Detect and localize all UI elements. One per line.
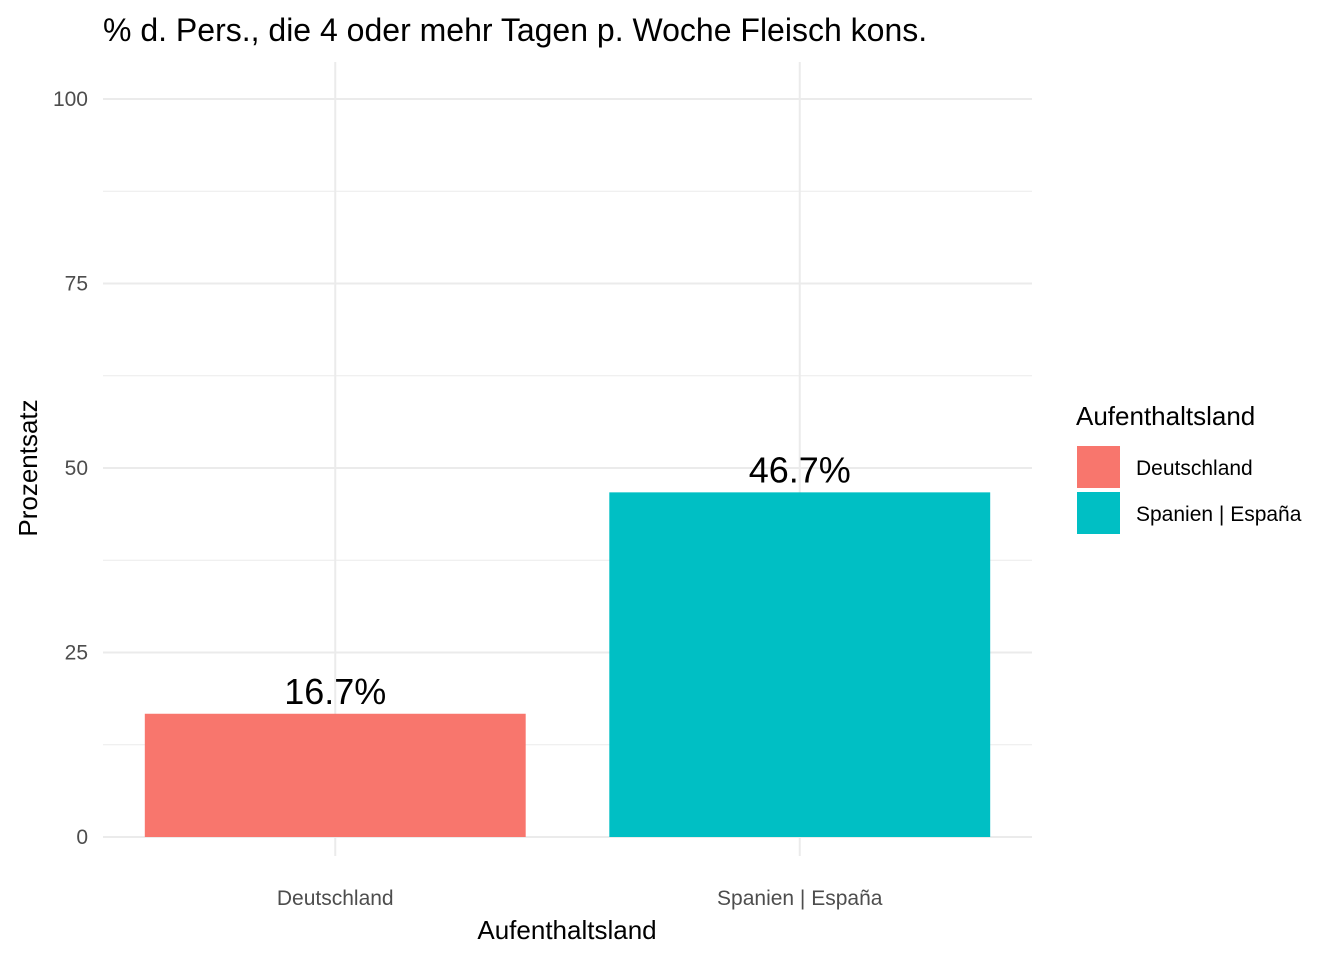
chart-title: % d. Pers., die 4 oder mehr Tagen p. Woc… (103, 12, 927, 48)
x-axis-ticks: Deutschland Spanien | España (277, 887, 883, 910)
y-axis-ticks: 0 25 50 75 100 (53, 88, 88, 849)
legend-swatch (1077, 492, 1120, 534)
legend-title: Aufenthaltsland (1076, 401, 1255, 431)
bar-labels: 16.7% 46.7% (284, 449, 851, 711)
legend: Aufenthaltsland Deutschland Spanien | Esp… (1076, 401, 1302, 534)
bar-value-label: 46.7% (749, 449, 851, 490)
bar-value-label: 16.7% (284, 671, 386, 712)
bar (609, 492, 991, 837)
y-tick-label: 50 (65, 457, 88, 480)
legend-label: Spanien | España (1136, 503, 1302, 526)
y-tick-label: 0 (76, 826, 88, 849)
y-axis-title: Prozentsatz (13, 399, 43, 536)
bars (144, 492, 991, 837)
bar (144, 713, 526, 837)
y-tick-label: 100 (53, 88, 88, 111)
legend-swatch (1077, 446, 1120, 488)
x-tick-label: Deutschland (277, 887, 394, 910)
legend-label: Deutschland (1136, 457, 1253, 480)
y-tick-label: 75 (65, 273, 88, 296)
x-tick-label: Spanien | España (717, 887, 883, 910)
x-axis-title: Aufenthaltsland (477, 915, 656, 945)
y-tick-label: 25 (65, 642, 88, 665)
